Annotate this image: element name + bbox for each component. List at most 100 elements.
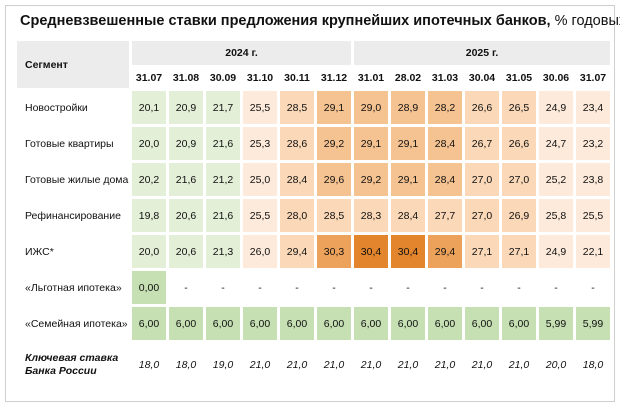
table-cell: 26,0 [243,235,277,268]
table-row: «Льготная ипотека» 0,00- - - - - - - - - - - - [17,271,610,304]
row-label: «Льготная ипотека» [17,271,129,304]
table-cell: 29,0 [354,91,388,124]
table-cell: 28,5 [317,199,351,232]
table-cell: 25,5 [243,199,277,232]
table-cell: 6,00 [132,307,166,340]
table-cell: 28,4 [280,163,314,196]
table-cell: 24,9 [539,235,573,268]
table-cell: 29,6 [317,163,351,196]
date-header: 30.06 [539,68,573,88]
table-cell: 28,0 [280,199,314,232]
key-rate-cell: 18,0 [582,359,604,371]
table-cell: 5,99 [576,307,610,340]
table-cell: - [280,271,314,304]
table-cell: - [317,271,351,304]
title-text: Средневзвешенные ставки предложения круп… [20,13,551,29]
table-cell: 20,2 [132,163,166,196]
rates-table: Сегмент 2024 г. 2025 г. 31.07 31.08 30.09 3… [14,38,613,390]
table-cell: 21,6 [206,127,240,160]
table-row: «Семейная ипотека» 6,00 6,00 6,00 6,00 6,00 6,… [17,307,610,340]
key-rate-cell: 21,0 [471,359,493,371]
chart-title: Средневзвешенные ставки предложения круп… [20,13,620,29]
row-label: «Семейная ипотека» [17,307,129,340]
table-cell: 20,9 [169,127,203,160]
key-rate-cell: 18,0 [138,359,160,371]
table-cell: 28,3 [354,199,388,232]
table-cell: 29,1 [391,127,425,160]
row-label: Рефинансирование [17,199,129,232]
table-cell: 28,4 [428,163,462,196]
date-header: 30.04 [465,68,499,88]
table-cell: - [391,271,425,304]
table-cell: 6,00 [502,307,536,340]
date-header: 31.01 [354,68,388,88]
table-cell: - [169,271,203,304]
table-cell: 26,6 [502,127,536,160]
table-cell: 29,1 [354,127,388,160]
date-header: 31.12 [317,68,351,88]
row-label: Готовые квартиры [17,127,129,160]
key-rate-cell: 19,0 [212,359,234,371]
table-cell: 25,2 [539,163,573,196]
table-cell: 21,6 [169,163,203,196]
date-header: 31.10 [243,68,277,88]
chart-frame [5,5,615,402]
table-cell: 29,4 [428,235,462,268]
table-cell: 28,5 [280,91,314,124]
table-cell: 30,4 [391,235,425,268]
key-rate-cell: 21,0 [323,359,345,371]
table-cell: 21,3 [206,235,240,268]
date-header: 31.03 [428,68,462,88]
date-header: 30.11 [280,68,314,88]
table-cell: 24,7 [539,127,573,160]
table-cell: 26,9 [502,199,536,232]
table-cell: 27,0 [465,163,499,196]
table-cell: 28,6 [280,127,314,160]
table-cell: 6,00 [354,307,388,340]
table-cell: 25,5 [576,199,610,232]
table-body: Новостройки 20,1 20,9 21,7 25,5 28,5 29,1 29,0 2… [17,91,610,387]
table-cell: 26,7 [465,127,499,160]
table-cell: 0,00 [132,271,166,304]
table-cell: 22,1 [576,235,610,268]
title-unit: % годовых [554,13,620,29]
table-cell: 20,1 [132,91,166,124]
segment-header: Сегмент [17,41,129,88]
table-cell: 23,8 [576,163,610,196]
key-rate-cell: 21,0 [360,359,382,371]
table-cell: 25,5 [243,91,277,124]
table-cell: 28,4 [391,199,425,232]
table-cell: 6,00 [243,307,277,340]
year-header-2025: 2025 г. [354,41,610,65]
table-cell: 21,7 [206,91,240,124]
table-cell: 28,9 [391,91,425,124]
table-cell: 21,2 [206,163,240,196]
row-label: Новостройки [17,91,129,124]
table-cell: - [243,271,277,304]
table-cell: - [206,271,240,304]
key-rate-cell: 20,0 [545,359,567,371]
table-cell: 28,2 [428,91,462,124]
key-rate-cell: 21,0 [508,359,530,371]
key-rate-cell: 18,0 [175,359,197,371]
table-row: Готовые жилые дома 20,2 21,6 21,2 25,0 28,4 29… [17,163,610,196]
table-cell: 6,00 [169,307,203,340]
table-cell: - [576,271,610,304]
table-cell: 6,00 [280,307,314,340]
key-rate-cell: 21,0 [286,359,308,371]
table-cell: 27,0 [465,199,499,232]
table-cell: 24,9 [539,91,573,124]
table-row: Рефинансирование 19,8 20,6 21,6 25,5 28,0 28,5… [17,199,610,232]
table-row: Готовые квартиры 20,0 20,9 21,6 25,3 28,6 29,2… [17,127,610,160]
table-cell: 30,3 [317,235,351,268]
table-cell: 6,00 [428,307,462,340]
table-cell: 20,9 [169,91,203,124]
table-cell: 6,00 [317,307,351,340]
date-header: 28.02 [391,68,425,88]
table-cell: 21,6 [206,199,240,232]
table-cell: 25,3 [243,127,277,160]
table-row: Новостройки 20,1 20,9 21,7 25,5 28,5 29,1 29,0 2… [17,91,610,124]
table-cell: 5,99 [539,307,573,340]
row-label: Готовые жилые дома [17,163,129,196]
table-cell: - [502,271,536,304]
